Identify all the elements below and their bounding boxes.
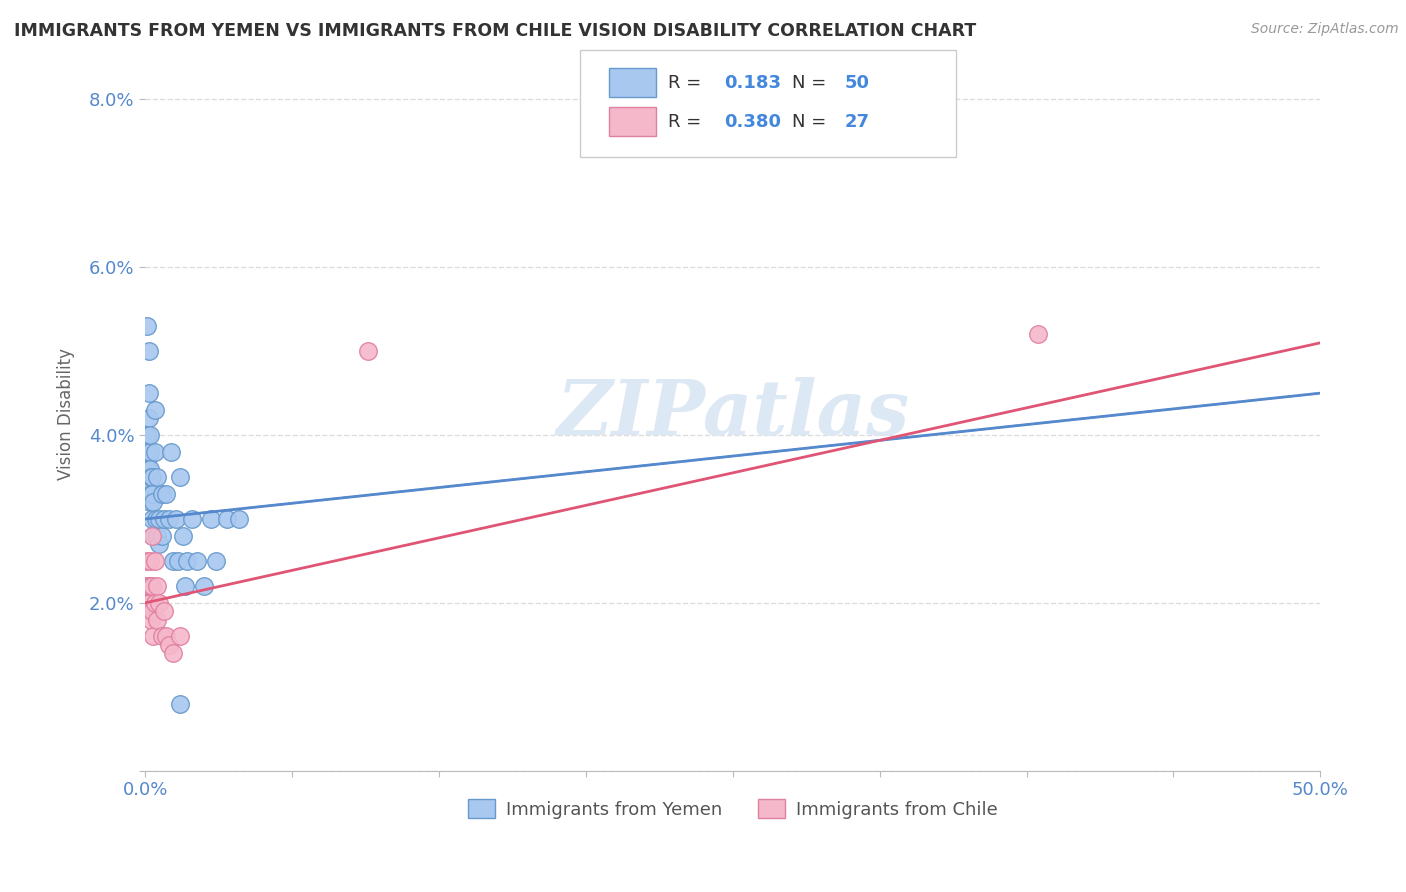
Point	[136, 596, 159, 610]
Point	[193, 579, 215, 593]
Point	[136, 453, 159, 467]
Point	[139, 604, 162, 618]
FancyBboxPatch shape	[579, 51, 956, 157]
Point	[139, 495, 162, 509]
Point	[141, 604, 163, 618]
Point	[135, 579, 157, 593]
Point	[1026, 327, 1049, 342]
Point	[169, 630, 191, 644]
Point	[136, 445, 159, 459]
Point	[160, 445, 183, 459]
Point	[139, 461, 162, 475]
Text: 27: 27	[845, 112, 869, 131]
Point	[174, 579, 197, 593]
Legend: Immigrants from Yemen, Immigrants from Chile: Immigrants from Yemen, Immigrants from C…	[461, 792, 1005, 826]
Text: R =: R =	[668, 112, 707, 131]
Point	[153, 512, 176, 526]
Point	[155, 630, 177, 644]
Point	[150, 529, 173, 543]
Point	[143, 554, 166, 568]
Point	[139, 470, 162, 484]
Point	[146, 613, 169, 627]
Point	[136, 587, 159, 601]
Text: 0.380: 0.380	[724, 112, 782, 131]
Point	[176, 554, 198, 568]
Point	[228, 512, 250, 526]
Point	[148, 596, 170, 610]
Point	[135, 428, 157, 442]
Point	[143, 445, 166, 459]
Text: N =: N =	[792, 73, 831, 92]
Point	[136, 319, 159, 334]
Point	[136, 554, 159, 568]
Point	[162, 554, 184, 568]
Point	[145, 512, 167, 526]
Text: R =: R =	[668, 73, 707, 92]
Point	[200, 512, 222, 526]
Point	[150, 630, 173, 644]
Point	[139, 554, 162, 568]
Point	[139, 487, 162, 501]
FancyBboxPatch shape	[609, 107, 657, 136]
Point	[146, 529, 169, 543]
Point	[138, 411, 160, 425]
Point	[139, 428, 162, 442]
Point	[157, 512, 180, 526]
Point	[181, 512, 204, 526]
Point	[186, 554, 208, 568]
Point	[162, 646, 184, 660]
Point	[136, 461, 159, 475]
Text: Source: ZipAtlas.com: Source: ZipAtlas.com	[1251, 22, 1399, 37]
Point	[139, 579, 162, 593]
Point	[357, 344, 380, 359]
Point	[153, 604, 176, 618]
Point	[169, 470, 191, 484]
Point	[148, 537, 170, 551]
Point	[143, 403, 166, 417]
FancyBboxPatch shape	[609, 69, 657, 96]
Point	[148, 512, 170, 526]
Point	[165, 512, 187, 526]
Point	[141, 487, 163, 501]
Point	[157, 638, 180, 652]
Point	[139, 478, 162, 492]
Point	[141, 470, 163, 484]
Point	[139, 613, 162, 627]
Point	[146, 470, 169, 484]
Point	[136, 428, 159, 442]
Point	[142, 495, 165, 509]
Point	[217, 512, 239, 526]
Point	[169, 697, 191, 711]
Point	[150, 487, 173, 501]
Text: ZIPatlas: ZIPatlas	[557, 377, 910, 451]
Point	[141, 579, 163, 593]
Point	[135, 445, 157, 459]
Point	[146, 579, 169, 593]
Point	[141, 512, 163, 526]
Text: 0.183: 0.183	[724, 73, 782, 92]
Point	[155, 487, 177, 501]
Y-axis label: Vision Disability: Vision Disability	[58, 348, 75, 480]
Point	[204, 554, 226, 568]
Text: 50: 50	[845, 73, 869, 92]
Point	[141, 529, 163, 543]
Point	[138, 344, 160, 359]
Point	[138, 596, 160, 610]
Point	[167, 554, 190, 568]
Point	[139, 445, 162, 459]
Text: IMMIGRANTS FROM YEMEN VS IMMIGRANTS FROM CHILE VISION DISABILITY CORRELATION CHA: IMMIGRANTS FROM YEMEN VS IMMIGRANTS FROM…	[14, 22, 976, 40]
Point	[142, 630, 165, 644]
Point	[138, 386, 160, 401]
Point	[138, 579, 160, 593]
Text: N =: N =	[792, 112, 831, 131]
Point	[142, 529, 165, 543]
Point	[143, 596, 166, 610]
Point	[172, 529, 194, 543]
